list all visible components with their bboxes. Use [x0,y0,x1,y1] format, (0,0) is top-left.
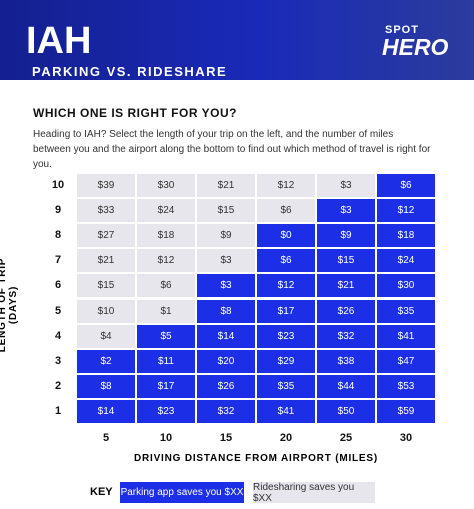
cell: $9 [196,223,256,249]
cell: $15 [76,273,136,299]
cell: $8 [76,373,136,399]
cell: $11 [136,348,196,374]
cell: $21 [196,173,256,199]
cell: $47 [376,348,436,374]
intro-text: Heading to IAH? Select the length of you… [33,129,431,170]
cell: $23 [136,398,196,424]
cell: $32 [316,323,376,349]
cell: $14 [196,323,256,349]
cell: $59 [376,398,436,424]
x-axis-label: DRIVING DISTANCE FROM AIRPORT (MILES) [133,453,379,464]
cell: $14 [76,398,136,424]
cell: $12 [256,273,316,299]
cell: $17 [136,373,196,399]
header: IAH PARKING VS. RIDESHARE SPOT HERO [0,0,474,80]
row-label: 10 [51,179,65,191]
cell: $17 [256,298,316,324]
row-label: 5 [54,304,62,317]
row-label: 1 [54,404,62,417]
cell: $6 [136,273,196,299]
cell: $2 [76,348,136,374]
key-parking: Parking app saves you $XX [120,482,244,503]
cell: $18 [136,223,196,249]
column-label: 30 [399,432,413,444]
cell: $32 [196,398,256,424]
y-axis-label: LENGTH OF TRIP (DAYS) [0,257,19,353]
key-rideshare: Ridesharing saves you $XX [253,482,375,504]
cell: $41 [256,398,316,424]
cell: $27 [76,223,136,249]
logo-top: SPOT [385,24,419,36]
cell: $30 [136,173,196,199]
cell: $21 [76,248,136,274]
row-label: 2 [54,379,62,392]
column-label: 15 [219,432,233,444]
cell: $35 [376,298,436,324]
cell: $23 [256,323,316,349]
cell: $6 [256,198,316,224]
row-label: 7 [54,254,62,267]
cell: $12 [256,173,316,199]
cell: $30 [376,273,436,299]
cell: $3 [196,273,256,299]
cell: $21 [316,273,376,299]
cell: $44 [316,373,376,399]
row-label: 9 [54,204,62,217]
column-label: 20 [279,432,293,444]
cell: $24 [136,198,196,224]
cell: $1 [136,298,196,324]
subtitle: PARKING VS. RIDESHARE [32,64,228,79]
cell: $24 [376,248,436,274]
row-label: 8 [54,229,62,242]
column-label: 5 [102,432,110,444]
cell: $3 [316,173,376,199]
row-label: 6 [54,279,62,292]
cell: $15 [196,198,256,224]
cell: $6 [256,248,316,274]
cell: $4 [76,323,136,349]
cell: $3 [316,198,376,224]
cell: $9 [316,223,376,249]
cell: $38 [316,348,376,374]
cell: $6 [376,173,436,199]
cell: $0 [256,223,316,249]
column-label: 10 [159,432,173,444]
cell: $39 [76,173,136,199]
logo-bottom: HERO [382,34,449,60]
column-label: 25 [339,432,353,444]
cell: $3 [196,248,256,274]
airport-code: IAH [26,20,92,62]
cell: $26 [196,373,256,399]
cell: $53 [376,373,436,399]
cell: $8 [196,298,256,324]
row-label: 4 [54,329,62,342]
cell: $12 [376,198,436,224]
cell: $35 [256,373,316,399]
key-title: KEY [90,486,113,498]
cell: $18 [376,223,436,249]
cell: $26 [316,298,376,324]
cell: $10 [76,298,136,324]
cell: $15 [316,248,376,274]
cell: $12 [136,248,196,274]
cell: $5 [136,323,196,349]
row-label: 3 [54,354,62,367]
cell: $41 [376,323,436,349]
cell: $33 [76,198,136,224]
question: WHICH ONE IS RIGHT FOR YOU? [33,106,237,120]
cell: $20 [196,348,256,374]
cell: $29 [256,348,316,374]
cell: $50 [316,398,376,424]
